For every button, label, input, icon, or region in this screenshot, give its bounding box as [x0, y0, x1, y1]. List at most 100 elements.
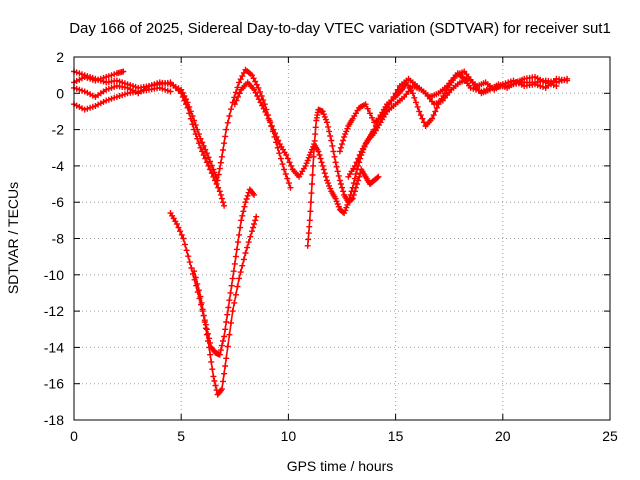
data-point — [216, 165, 223, 172]
data-point — [311, 144, 318, 151]
data-point — [210, 373, 217, 380]
data-point — [366, 110, 373, 117]
y-tick-label: -10 — [44, 267, 64, 283]
data-point — [240, 208, 247, 215]
data-point — [231, 260, 238, 267]
data-point — [241, 203, 248, 210]
data-point — [191, 126, 198, 133]
data-point — [392, 90, 399, 97]
data-point — [215, 184, 222, 191]
y-tick-label: -14 — [44, 339, 64, 355]
data-point — [270, 126, 277, 133]
data-point — [352, 171, 359, 178]
data-point — [336, 177, 343, 184]
data-point — [351, 188, 358, 195]
data-point — [175, 224, 182, 231]
data-point — [332, 159, 339, 166]
data-point — [311, 137, 318, 144]
data-point — [178, 90, 185, 97]
data-point — [215, 171, 222, 178]
data-point — [202, 146, 209, 153]
data-point — [267, 119, 274, 126]
data-point — [306, 217, 313, 224]
data-point — [411, 94, 418, 101]
data-point — [95, 101, 102, 108]
data-point — [237, 76, 244, 83]
data-point — [317, 155, 324, 162]
data-point — [324, 119, 330, 126]
data-point — [199, 139, 206, 146]
y-tick-label: -16 — [44, 376, 64, 392]
data-point — [222, 363, 229, 369]
data-point — [419, 115, 426, 122]
data-point — [232, 89, 239, 96]
data-point — [350, 191, 357, 198]
data-point — [374, 174, 381, 181]
data-point — [220, 147, 226, 153]
data-point — [355, 177, 362, 184]
data-point — [309, 181, 315, 187]
data-point — [223, 319, 230, 325]
data-point — [235, 93, 241, 100]
data-point — [328, 137, 335, 144]
data-point — [183, 101, 189, 108]
data-point — [430, 112, 437, 119]
y-tick-label: -2 — [52, 122, 65, 138]
data-point — [251, 191, 258, 198]
data-point — [178, 231, 185, 238]
data-point — [257, 88, 263, 95]
series-track-d — [191, 213, 260, 398]
data-point — [305, 230, 312, 237]
data-point — [350, 180, 357, 187]
data-point — [324, 177, 330, 184]
data-point — [239, 262, 246, 269]
data-point — [206, 344, 213, 351]
data-point — [231, 101, 238, 108]
data-point — [181, 97, 188, 104]
data-point — [205, 162, 212, 169]
data-point — [284, 175, 291, 182]
data-point — [208, 170, 215, 177]
data-point — [307, 199, 314, 206]
y-tick-label: -6 — [52, 194, 65, 210]
data-point — [180, 235, 187, 242]
data-point — [304, 157, 311, 164]
data-point — [259, 102, 266, 109]
series-track-f — [71, 84, 174, 113]
data-point — [249, 72, 255, 79]
data-point — [182, 241, 188, 248]
data-point — [279, 161, 286, 168]
data-point — [200, 152, 207, 158]
data-point — [304, 242, 311, 249]
data-point — [81, 74, 88, 80]
data-point — [213, 181, 220, 187]
data-point — [159, 85, 166, 92]
data-point — [222, 326, 229, 333]
data-point — [216, 188, 223, 195]
data-point — [333, 163, 340, 170]
chart-title: Day 166 of 2025, Sidereal Day-to-day VTE… — [69, 20, 611, 37]
x-tick-label: 10 — [281, 428, 297, 444]
data-point — [218, 153, 225, 160]
y-tick-label: 0 — [56, 85, 64, 101]
data-point — [388, 97, 395, 104]
data-point — [95, 76, 102, 83]
data-point — [220, 378, 226, 385]
data-point — [369, 114, 375, 121]
data-point — [390, 93, 397, 100]
data-point — [187, 115, 194, 122]
data-point — [329, 142, 336, 149]
data-point — [413, 99, 419, 106]
data-point — [244, 244, 251, 251]
data-point — [201, 319, 208, 325]
data-point — [227, 289, 234, 296]
data-point — [319, 108, 326, 115]
data-point — [277, 155, 284, 162]
data-point — [222, 133, 229, 140]
data-point — [188, 265, 195, 271]
data-point — [307, 208, 314, 215]
data-point — [315, 148, 322, 155]
data-point — [286, 159, 293, 166]
data-layer — [71, 66, 571, 398]
